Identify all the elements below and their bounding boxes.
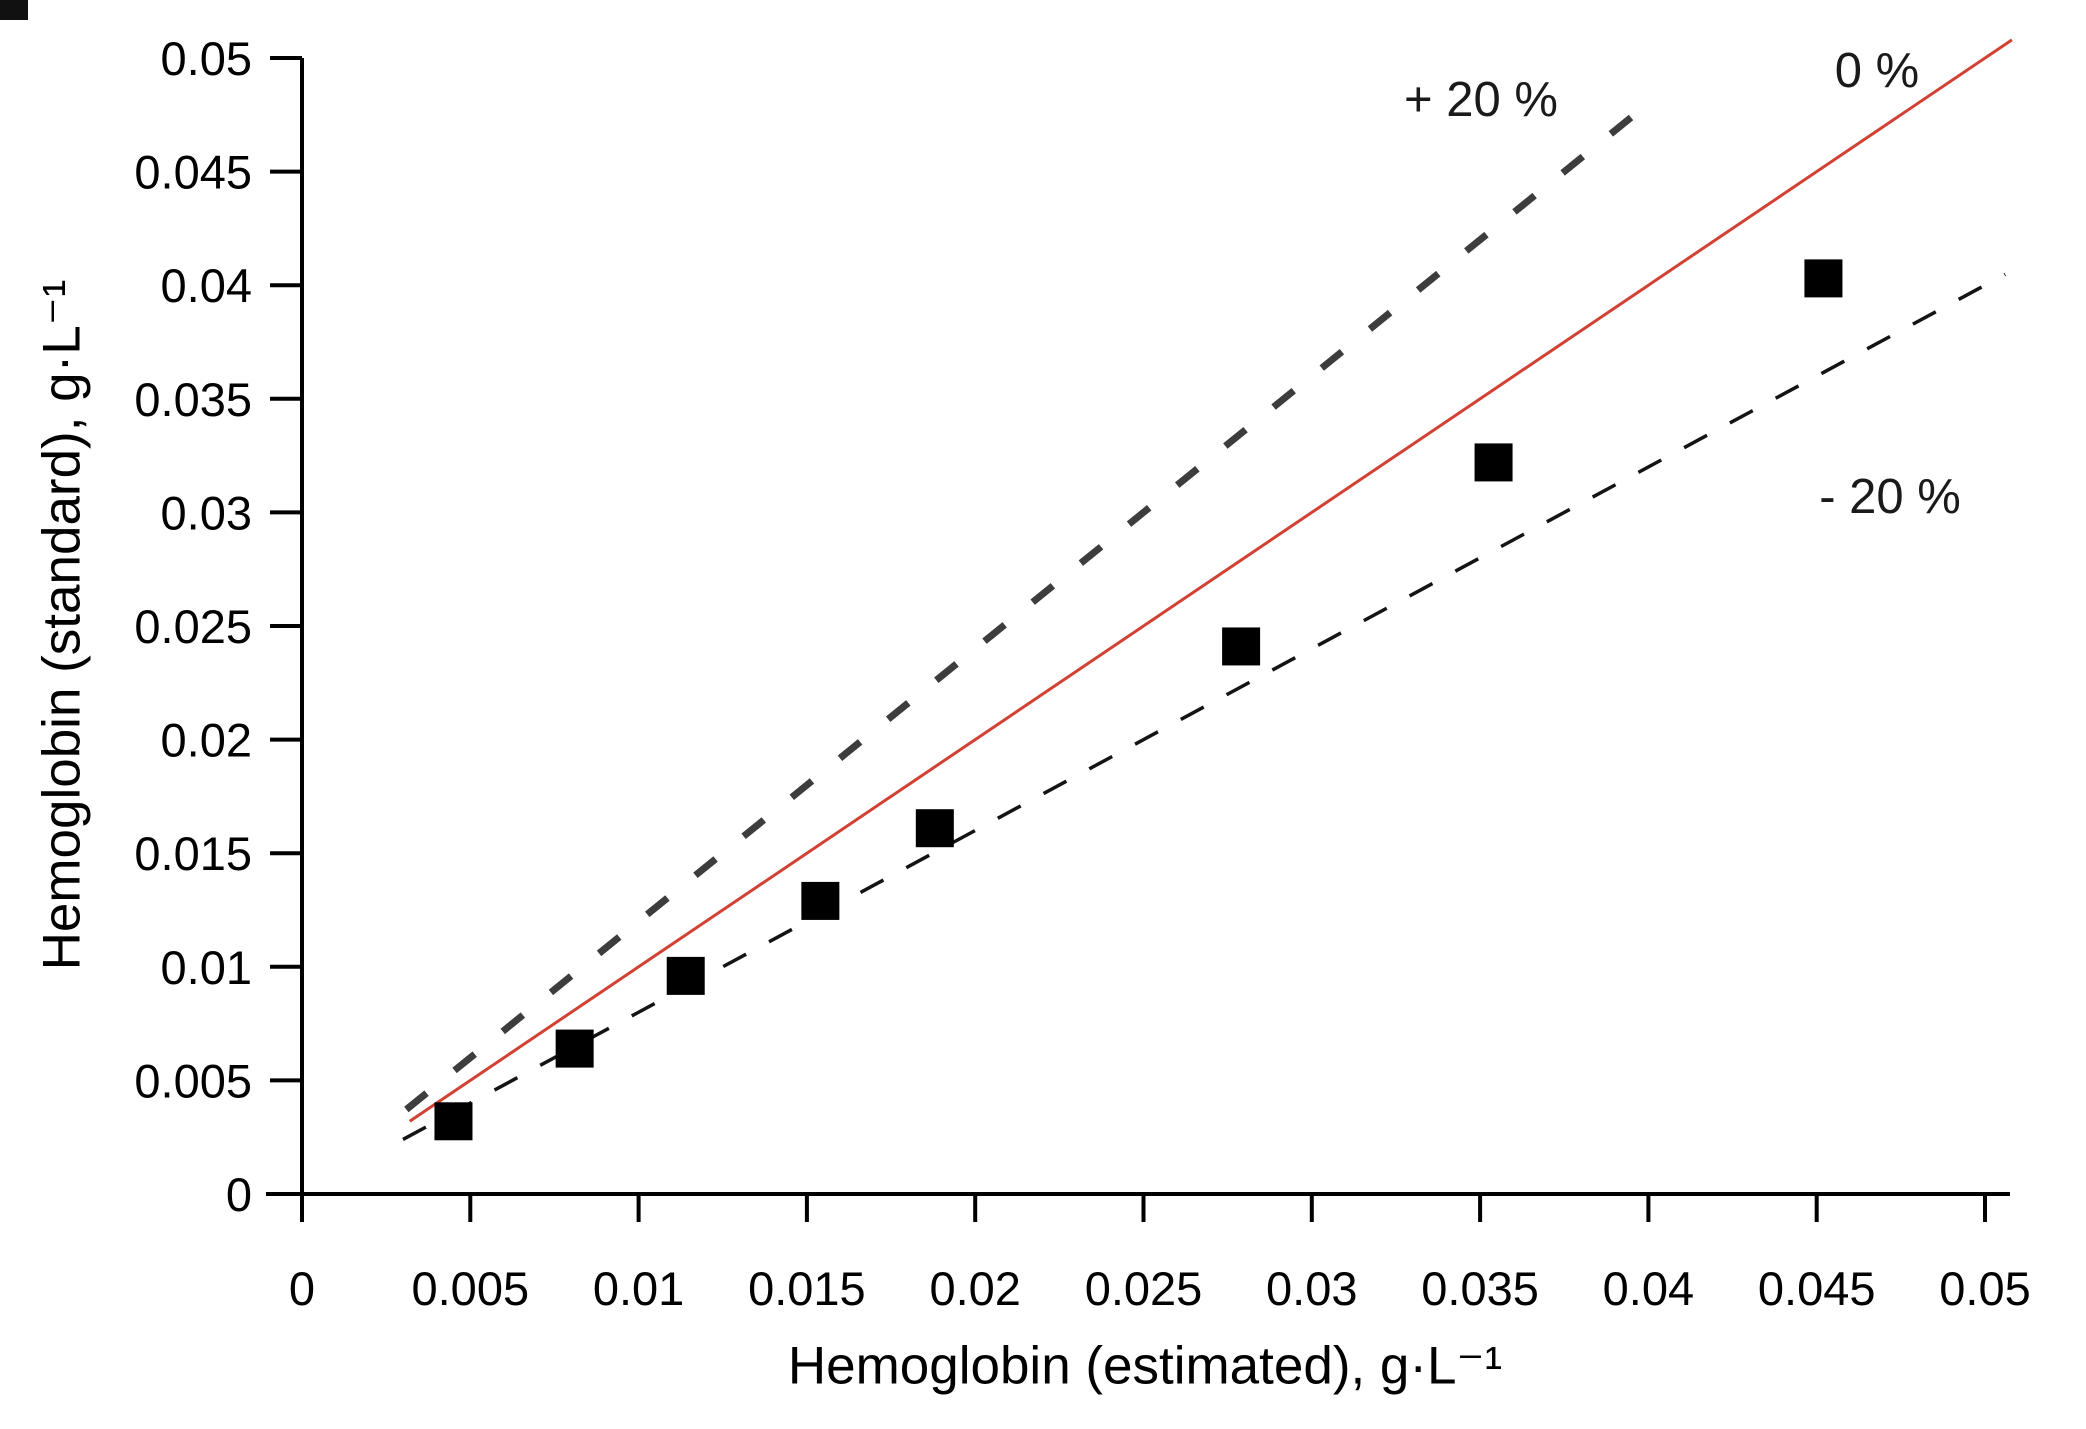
y-tick-label: 0.045 bbox=[134, 146, 252, 199]
x-tick-label: 0.015 bbox=[748, 1262, 866, 1315]
x-tick-label: 0.03 bbox=[1266, 1262, 1357, 1315]
y-axis-title: Hemoglobin (standard), g·L⁻¹ bbox=[32, 279, 92, 971]
minus-20-percent-line bbox=[402, 272, 2007, 1142]
y-tick-label: 0.02 bbox=[161, 714, 252, 767]
y-tick-label: 0.04 bbox=[161, 259, 252, 312]
corner-artifact bbox=[0, 0, 28, 20]
zero-percent-line bbox=[408, 38, 2013, 1123]
minus-20-percent-label: - 20 % bbox=[1819, 470, 1961, 524]
data-point-square bbox=[1222, 627, 1261, 666]
x-tick-label: 0.05 bbox=[1939, 1262, 2030, 1315]
x-tick-label: 0.01 bbox=[593, 1262, 684, 1315]
x-tick-label: 0.005 bbox=[411, 1262, 529, 1315]
y-tick-label: 0.01 bbox=[161, 941, 252, 994]
y-tick-label: 0 bbox=[226, 1168, 252, 1221]
y-tick-label: 0.05 bbox=[161, 32, 252, 85]
x-tick-label: 0 bbox=[289, 1262, 315, 1315]
x-tick-label: 0.025 bbox=[1085, 1262, 1203, 1315]
data-point-square bbox=[555, 1029, 594, 1068]
data-point-square bbox=[1474, 443, 1513, 482]
plus-20-percent-label: + 20 % bbox=[1404, 73, 1558, 127]
y-tick-label: 0.03 bbox=[161, 486, 252, 539]
data-point-square bbox=[1804, 259, 1843, 298]
x-tick-label: 0.045 bbox=[1758, 1262, 1876, 1315]
x-tick-label: 0.02 bbox=[929, 1262, 1020, 1315]
data-point-square bbox=[801, 881, 840, 920]
y-tick-label: 0.015 bbox=[134, 827, 252, 880]
x-tick-label: 0.04 bbox=[1603, 1262, 1694, 1315]
plus-20-percent-line bbox=[404, 92, 1661, 1113]
x-axis-title: Hemoglobin (estimated), g·L⁻¹ bbox=[787, 1336, 1503, 1396]
data-point-square bbox=[434, 1102, 473, 1141]
data-point-square bbox=[915, 809, 954, 848]
data-point-square bbox=[666, 956, 705, 995]
y-tick-label: 0.025 bbox=[134, 600, 252, 653]
y-tick-label: 0.005 bbox=[134, 1054, 252, 1107]
zero-percent-label: 0 % bbox=[1834, 44, 1920, 98]
x-tick-label: 0.035 bbox=[1421, 1262, 1539, 1315]
y-tick-label: 0.035 bbox=[134, 373, 252, 426]
